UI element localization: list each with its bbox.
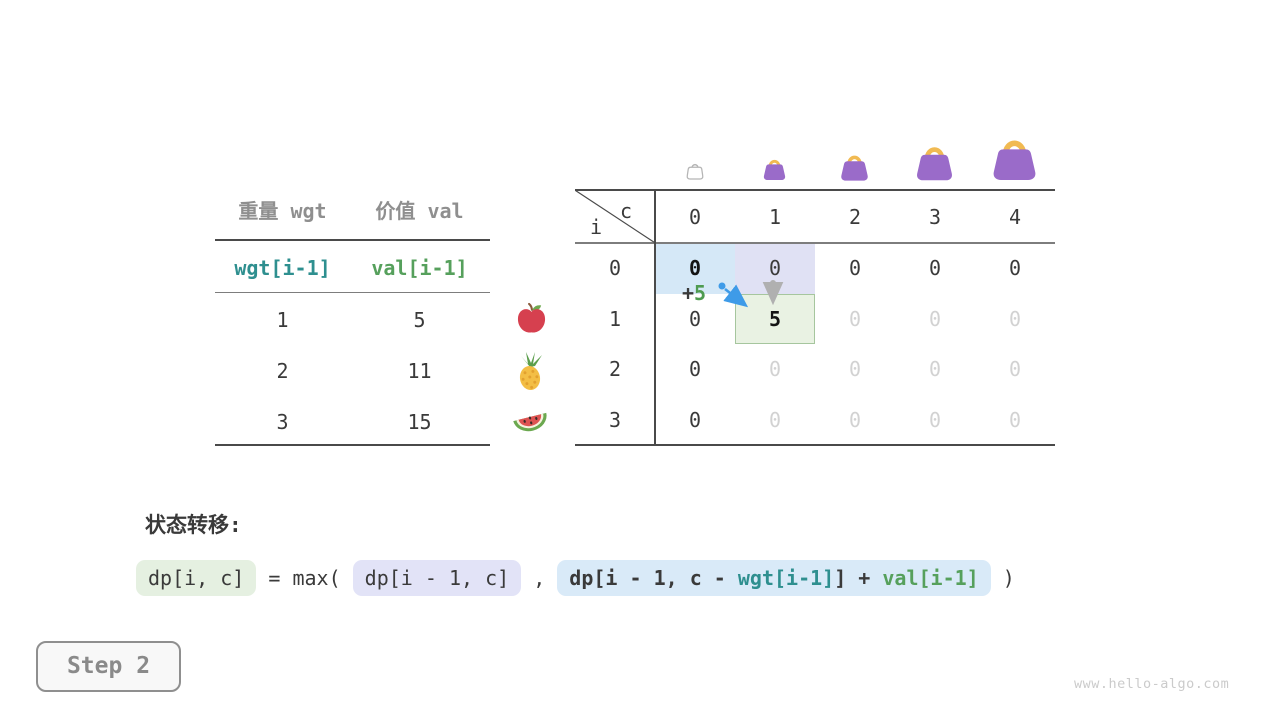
- dp-col-header: 3: [928, 205, 942, 229]
- dp-cell-0-4: 0: [1008, 256, 1022, 280]
- dp-cell-3-4: 0: [1008, 408, 1022, 432]
- items-var-wgt: wgt[i-1]: [234, 256, 331, 280]
- dp-table-bottom-rule: [575, 444, 1055, 446]
- corner-col-var: c: [619, 199, 633, 223]
- item-weight: 2: [276, 359, 289, 383]
- dp-table-vertical-rule: [654, 189, 656, 446]
- dp-cell-3-0: 0: [688, 408, 702, 432]
- dp-col-header: 2: [848, 205, 862, 229]
- corner-row-var: i: [589, 215, 603, 239]
- dp-row-header: 0: [608, 256, 622, 280]
- item-value: 11: [407, 359, 432, 383]
- items-table-bottom-rule: [215, 444, 490, 446]
- watermark: www.hello-algo.com: [1074, 676, 1230, 692]
- plus-sign: +: [682, 281, 695, 305]
- dp-cell-1-1: 5: [768, 307, 782, 331]
- dp-cell-1-3: 0: [928, 307, 942, 331]
- dp-row-header: 3: [608, 408, 622, 432]
- pineapple-icon: [519, 352, 542, 390]
- empty-bag-icon: [686, 163, 704, 180]
- gain-value: 5: [694, 281, 707, 305]
- dp-cell-3-2: 0: [848, 408, 862, 432]
- dp-row-header: 2: [608, 357, 622, 381]
- dp-cell-3-3: 0: [928, 408, 942, 432]
- formula-op: = max(: [256, 566, 353, 590]
- dp-col-header: 0: [688, 205, 702, 229]
- bag-icon-large: [917, 147, 952, 181]
- dp-cell-0-0: 0: [688, 256, 702, 280]
- formula-lhs: dp[i, c]: [136, 560, 257, 596]
- dp-row-header: 1: [608, 307, 622, 331]
- items-col-header-weight: 重量 wgt: [238, 199, 327, 223]
- blue-transition-arrow: [723, 284, 749, 308]
- item-value: 5: [413, 308, 426, 332]
- dp-cell-2-1: 0: [768, 357, 782, 381]
- item-value: 15: [407, 410, 432, 434]
- formula-arg2-val: val[i-1]: [882, 566, 979, 590]
- dp-cell-0-2: 0: [848, 256, 862, 280]
- formula-comma: ,: [521, 566, 558, 590]
- formula-arg2: dp[i - 1, c - wgt[i-1]] + val[i-1]: [557, 560, 991, 596]
- dp-cell-2-4: 0: [1008, 357, 1022, 381]
- items-table-top-rule: [215, 239, 490, 241]
- dp-table-header-rule: [575, 242, 1055, 244]
- dp-col-header: 4: [1008, 205, 1022, 229]
- formula-arg2-wgt: wgt[i-1]: [737, 566, 835, 590]
- dp-col-header: 1: [768, 205, 782, 229]
- items-col-header-value: 价值 val: [375, 199, 464, 223]
- bag-icon-xlarge: [993, 140, 1036, 180]
- transition-heading: 状态转移:: [145, 513, 242, 537]
- dp-cell-1-4: 0: [1008, 307, 1022, 331]
- items-table-mid-rule: [215, 292, 490, 293]
- dp-cell-0-1: 0: [768, 256, 782, 280]
- formula-arg1: dp[i - 1, c]: [352, 560, 522, 596]
- gray-arrow-origin-dot: [770, 280, 776, 286]
- bag-icon-medium: [841, 155, 868, 181]
- item-weight: 3: [276, 410, 289, 434]
- dp-cell-2-2: 0: [848, 357, 862, 381]
- formula-close: ): [990, 566, 1015, 590]
- bag-icon-small: [763, 159, 786, 180]
- transition-gain-label: +5: [682, 281, 706, 305]
- corner-diagonal-line: [575, 190, 655, 243]
- apple-icon: [517, 302, 546, 333]
- items-var-val: val[i-1]: [371, 256, 468, 280]
- dp-cell-1-0: 0: [688, 307, 702, 331]
- watermelon-icon: [513, 412, 547, 432]
- step-indicator-button[interactable]: Step 2: [36, 641, 181, 692]
- dp-table-top-rule: [575, 189, 1055, 191]
- formula-arg2-mid: ] +: [834, 566, 883, 590]
- item-weight: 1: [276, 308, 289, 332]
- blue-arrow-origin-dot: [718, 282, 726, 290]
- dp-cell-3-1: 0: [768, 408, 782, 432]
- state-transition-formula: dp[i, c] = max( dp[i - 1, c] , dp[i - 1,…: [136, 560, 1015, 596]
- dp-cell-2-3: 0: [928, 357, 942, 381]
- formula-arg2-pre: dp[i - 1, c -: [569, 566, 738, 590]
- dp-cell-0-3: 0: [928, 256, 942, 280]
- dp-cell-1-2: 0: [848, 307, 862, 331]
- dp-cell-2-0: 0: [688, 357, 702, 381]
- transition-arrows: [718, 280, 784, 308]
